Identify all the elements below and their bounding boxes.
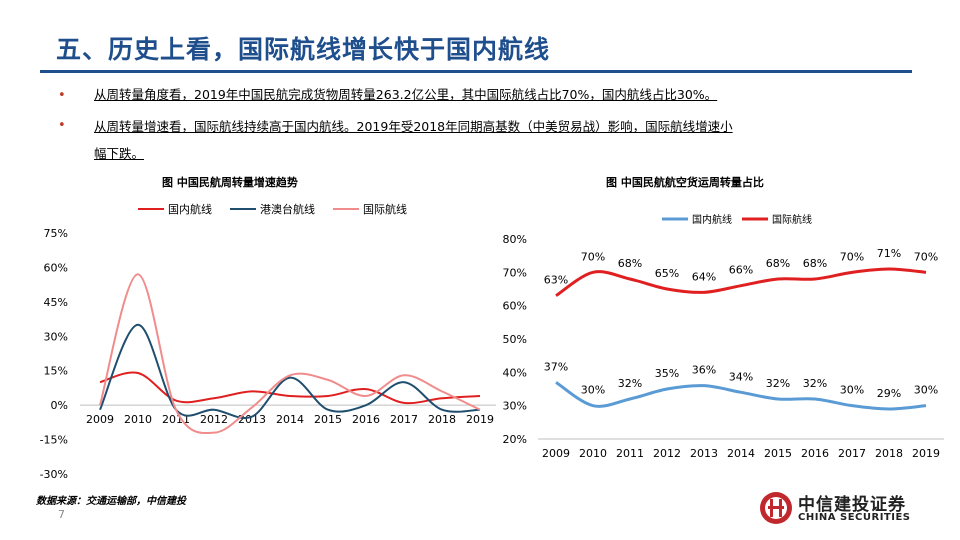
data-label: 37%: [544, 360, 568, 373]
data-label: 36%: [692, 364, 716, 377]
series-line-2: [99, 273, 481, 434]
x-tick-label: 2015: [314, 413, 342, 426]
y-tick-label: 80%: [503, 233, 527, 246]
x-tick-label: 2012: [653, 447, 681, 460]
x-tick-label: 2014: [276, 413, 304, 426]
legend-label-1: 港澳台航线: [260, 202, 315, 216]
bullet-dot-2: •: [58, 118, 66, 133]
data-label: 70%: [914, 250, 938, 263]
y-tick-label: -15%: [40, 434, 68, 447]
x-tick-label: 2017: [390, 413, 418, 426]
logo-text-en: CHINA SECURITIES: [798, 512, 911, 523]
bullet-text-2-cont: 幅下跌。: [94, 146, 145, 161]
data-label: 68%: [766, 257, 790, 270]
x-tick-label: 2009: [86, 413, 114, 426]
series-line-0: [555, 381, 927, 411]
title-divider: [40, 70, 912, 73]
chart1-title: 图 中国民航周转量增速趋势: [162, 176, 298, 189]
data-source: 数据来源：交通运输部，中信建投: [36, 496, 186, 507]
chart2-title: 图 中国民航航空货运周转量占比: [606, 176, 764, 189]
x-tick-label: 2011: [616, 447, 644, 460]
y-tick-label: 60%: [503, 300, 527, 313]
x-tick-label: 2019: [466, 413, 494, 426]
y-tick-label: 50%: [503, 333, 527, 346]
data-label: 30%: [914, 384, 938, 397]
y-tick-label: -30%: [40, 468, 68, 481]
data-label: 64%: [692, 270, 716, 283]
y-tick-label: 0%: [51, 399, 68, 412]
series-line-1: [99, 323, 481, 419]
x-tick-label: 2017: [838, 447, 866, 460]
data-label: 30%: [581, 384, 605, 397]
company-logo: 中信建投证券 CHINA SECURITIES: [758, 488, 918, 528]
y-tick-label: 60%: [44, 261, 68, 274]
data-label: 68%: [618, 257, 642, 270]
x-tick-label: 2018: [875, 447, 903, 460]
data-label: 34%: [729, 370, 753, 383]
data-label: 63%: [544, 274, 568, 287]
y-tick-label: 45%: [44, 296, 68, 309]
data-label: 32%: [618, 377, 642, 390]
legend-label-0: 国内航线: [168, 202, 212, 216]
data-label: 32%: [766, 377, 790, 390]
x-tick-label: 2015: [764, 447, 792, 460]
y-tick-label: 15%: [44, 365, 68, 378]
data-label: 30%: [840, 384, 864, 397]
series-line-0: [99, 371, 481, 405]
x-tick-label: 2016: [801, 447, 829, 460]
legend-label-2: 国际航线: [363, 202, 407, 216]
y-tick-label: 30%: [503, 400, 527, 413]
x-tick-label: 2014: [727, 447, 755, 460]
legend-label-1: 国际航线: [772, 213, 812, 226]
y-tick-label: 70%: [503, 266, 527, 279]
y-tick-label: 40%: [503, 366, 527, 379]
data-label: 32%: [803, 377, 827, 390]
data-label: 65%: [655, 267, 679, 280]
x-tick-label: 2018: [428, 413, 456, 426]
x-tick-label: 2016: [352, 413, 380, 426]
x-tick-label: 2013: [238, 413, 266, 426]
data-label: 35%: [655, 367, 679, 380]
y-tick-label: 75%: [44, 227, 68, 240]
x-tick-label: 2009: [542, 447, 570, 460]
data-label: 71%: [877, 247, 901, 260]
bullet-dot-1: •: [58, 88, 66, 103]
data-label: 70%: [840, 250, 864, 263]
bullet-text-1: 从周转量角度看，2019年中国民航完成货物周转量263.2亿公里，其中国际航线占…: [94, 87, 718, 102]
x-tick-label: 2013: [690, 447, 718, 460]
data-label: 29%: [877, 387, 901, 400]
y-tick-label: 30%: [44, 330, 68, 343]
legend-label-0: 国内航线: [692, 213, 732, 226]
x-tick-label: 2010: [124, 413, 152, 426]
y-tick-label: 20%: [503, 433, 527, 446]
logo-emblem-icon: [760, 492, 792, 524]
x-tick-label: 2010: [579, 447, 607, 460]
data-label: 70%: [581, 250, 605, 263]
page-title: 五、历史上看，国际航线增长快于国内航线: [56, 35, 551, 64]
series-line-1: [555, 267, 927, 297]
logo-text-cn: 中信建投证券: [798, 495, 906, 515]
data-label: 66%: [729, 264, 753, 277]
data-label: 68%: [803, 257, 827, 270]
bullet-text-2: 从周转量增速看，国际航线持续高于国内航线。2019年受2018年同期高基数（中美…: [94, 119, 733, 134]
page-number: 7: [58, 508, 65, 521]
x-tick-label: 2012: [200, 413, 228, 426]
x-tick-label: 2019: [912, 447, 940, 460]
